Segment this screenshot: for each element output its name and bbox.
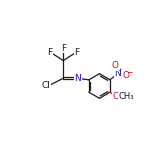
Text: O: O xyxy=(111,61,118,71)
Text: N: N xyxy=(74,74,81,83)
Text: O: O xyxy=(113,92,120,101)
Text: −: − xyxy=(126,68,133,77)
Text: F: F xyxy=(75,48,80,57)
Text: N: N xyxy=(114,69,121,78)
Text: Cl: Cl xyxy=(42,81,51,90)
Text: +: + xyxy=(118,68,123,74)
Text: F: F xyxy=(61,44,66,53)
Text: O: O xyxy=(122,71,129,80)
Text: F: F xyxy=(47,48,52,57)
Text: CH₃: CH₃ xyxy=(119,92,134,101)
